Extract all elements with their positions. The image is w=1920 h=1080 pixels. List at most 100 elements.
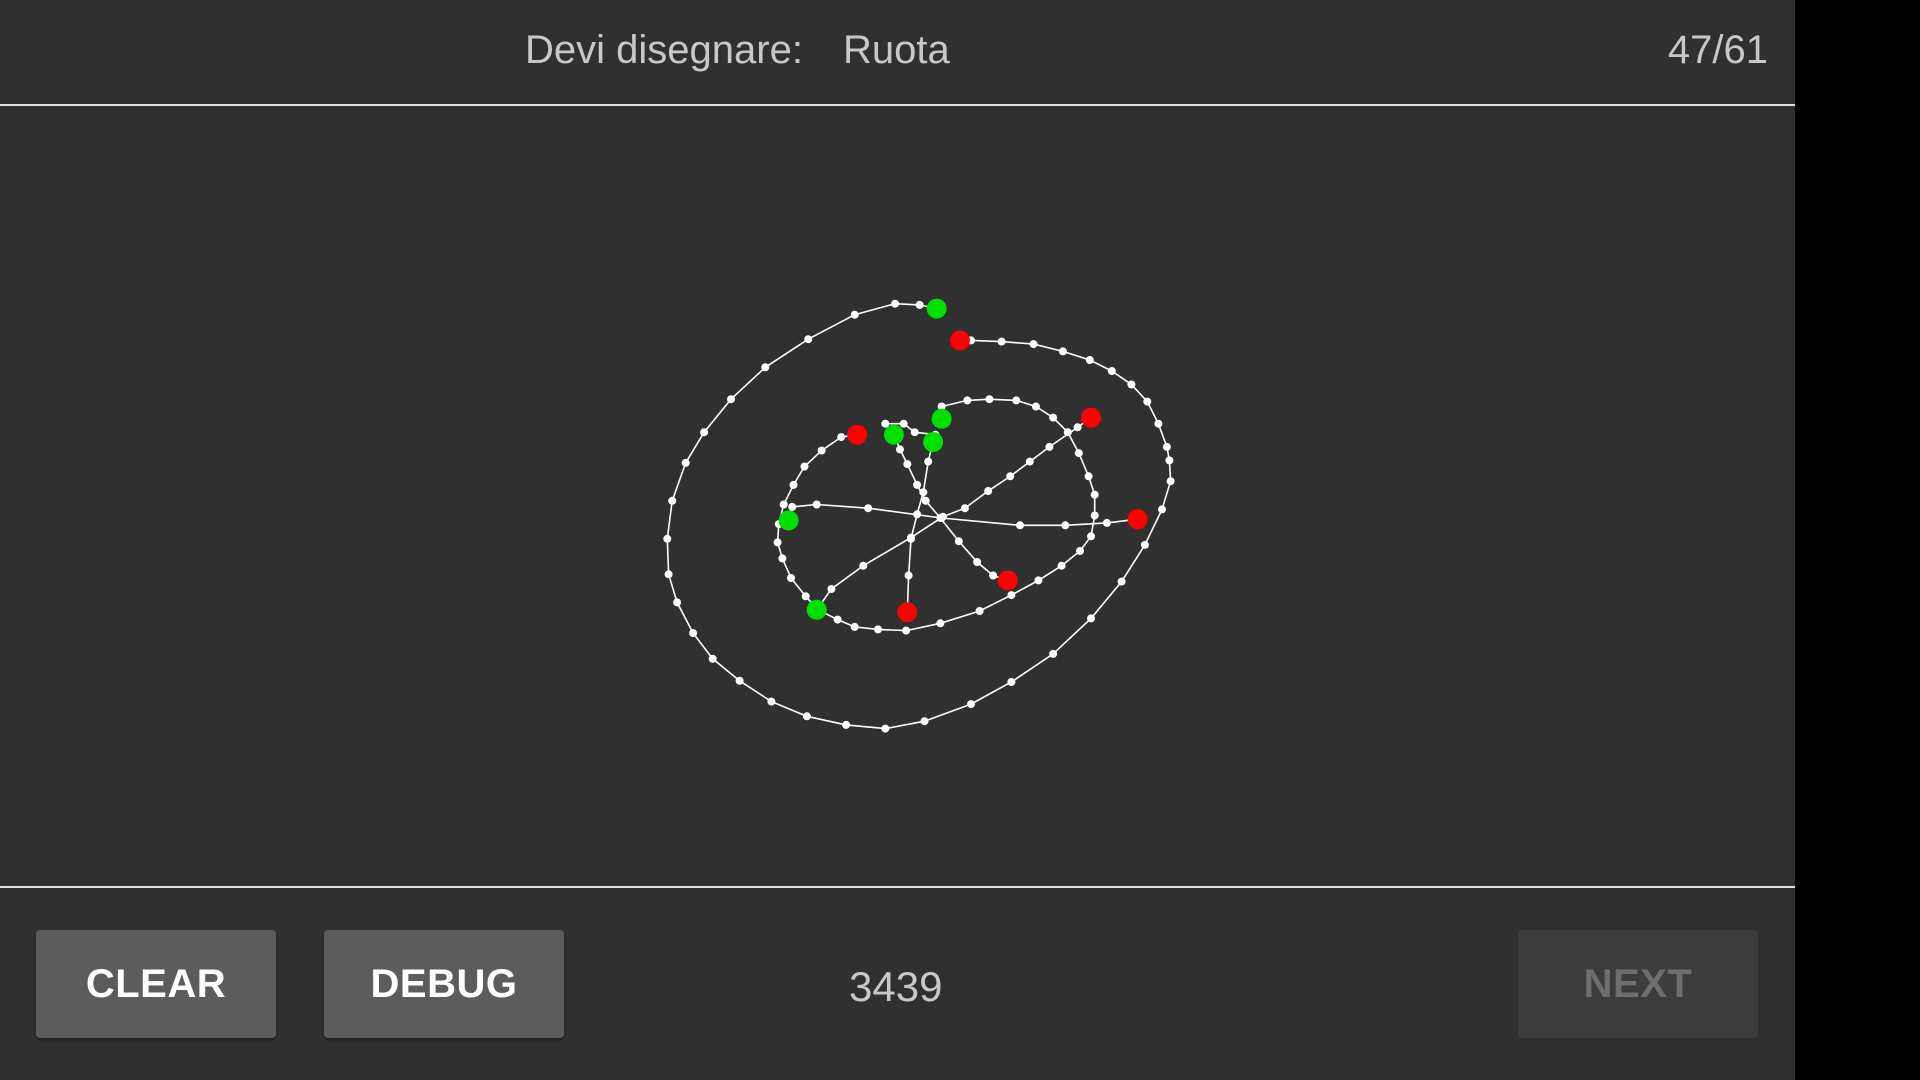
debug-button[interactable]: DEBUG xyxy=(324,930,564,1038)
stroke-point xyxy=(804,335,813,344)
stroke-point xyxy=(668,496,677,505)
stroke-point xyxy=(989,571,998,580)
stroke-point xyxy=(1140,540,1149,549)
prompt-word: Ruota xyxy=(843,28,950,72)
stroke-point xyxy=(761,363,770,372)
stroke-point xyxy=(735,676,744,685)
stroke-point xyxy=(915,300,924,309)
stroke-end-marker xyxy=(950,330,970,351)
stroke-point xyxy=(1007,678,1016,686)
stroke-point xyxy=(1085,356,1094,364)
stroke-point xyxy=(1087,614,1095,623)
stroke-point xyxy=(937,514,946,522)
stroke-point xyxy=(1016,521,1024,530)
stroke-point xyxy=(727,395,735,404)
stroke-point xyxy=(1084,472,1093,481)
stroke-point xyxy=(967,700,975,709)
stroke-point xyxy=(689,629,698,638)
stroke-point xyxy=(985,395,994,404)
stroke-point xyxy=(842,720,851,729)
stroke-point xyxy=(673,598,682,607)
stroke-point xyxy=(779,500,788,509)
drawing-svg xyxy=(663,298,1175,733)
stroke-point xyxy=(1087,532,1095,541)
stroke-point xyxy=(1034,576,1043,585)
stroke-point xyxy=(1057,561,1066,570)
drawing-canvas[interactable] xyxy=(0,106,1795,886)
stroke-point xyxy=(1166,477,1175,486)
stroke-point xyxy=(896,445,904,454)
stroke-point xyxy=(1063,428,1072,437)
stroke-point xyxy=(1154,419,1163,428)
stroke-line xyxy=(883,422,937,613)
progress-counter: 47/61 xyxy=(1667,28,1768,72)
stroke-point xyxy=(984,487,993,495)
stroke-point xyxy=(921,496,930,505)
stroke-point xyxy=(937,402,946,411)
stroke-line xyxy=(893,434,1009,582)
app-window: Devi disegnare: Ruota 47/61 CLEAR DEBUG … xyxy=(0,0,1795,1080)
stroke-point xyxy=(801,592,810,601)
stroke-point xyxy=(1158,505,1166,514)
clear-button[interactable]: CLEAR xyxy=(36,930,276,1038)
stroke-point xyxy=(960,504,969,513)
stroke-point xyxy=(787,574,795,582)
stroke-point xyxy=(1143,397,1152,406)
stroke-point xyxy=(1007,591,1016,600)
stroke-point xyxy=(1117,577,1126,586)
stroke-point xyxy=(1090,511,1099,520)
stroke-point xyxy=(1006,472,1015,481)
stroke-point xyxy=(827,585,836,593)
stroke-start-marker xyxy=(926,298,947,319)
stroke-point xyxy=(903,460,912,469)
next-button[interactable]: NEXT xyxy=(1518,930,1758,1038)
footer-bar: CLEAR DEBUG 3439 NEXT xyxy=(0,888,1795,1080)
stroke-point xyxy=(924,457,933,466)
stroke-point xyxy=(881,419,890,428)
stroke-point xyxy=(859,561,868,570)
stroke-point xyxy=(907,533,915,542)
stroke-point xyxy=(778,554,787,563)
stroke-point xyxy=(1165,456,1174,465)
stroke-end-marker xyxy=(847,424,868,445)
stroke-point xyxy=(700,428,709,437)
stroke-point xyxy=(1031,402,1040,411)
stroke-point xyxy=(963,396,972,405)
stroke-markers xyxy=(778,298,1148,623)
stroke-start-marker xyxy=(923,432,944,452)
stroke-line xyxy=(816,416,1092,611)
header-divider xyxy=(0,104,1795,106)
header-bar: Devi disegnare: Ruota 47/61 xyxy=(0,0,1795,105)
stroke-start-marker xyxy=(778,510,799,531)
stroke-point xyxy=(789,480,798,489)
footer-divider xyxy=(0,886,1795,888)
stroke-point xyxy=(800,462,809,471)
stroke-point xyxy=(681,458,690,467)
stroke-point xyxy=(1107,367,1116,375)
stroke-point xyxy=(936,619,945,628)
stroke-point xyxy=(1090,490,1099,499)
stroke-point xyxy=(1076,547,1084,555)
stroke-point xyxy=(812,500,821,509)
stroke-point xyxy=(902,626,911,635)
stroke-end-marker xyxy=(997,570,1018,591)
stroke-point xyxy=(1102,518,1111,527)
stroke-points xyxy=(663,299,1175,733)
stroke-end-marker xyxy=(1127,509,1148,530)
stroke-point xyxy=(910,428,919,437)
stroke-start-marker xyxy=(883,424,904,445)
stroke-end-marker xyxy=(1081,407,1101,428)
stroke-point xyxy=(1025,457,1034,466)
stroke-point xyxy=(954,537,963,546)
stroke-point xyxy=(874,625,882,634)
stroke-end-marker xyxy=(897,602,918,623)
stroke-point xyxy=(973,558,982,566)
stroke-point xyxy=(1061,521,1070,530)
stroke-start-marker xyxy=(931,408,952,429)
stroke-point xyxy=(837,433,846,442)
stroke-point xyxy=(919,488,928,497)
stroke-point xyxy=(913,510,922,519)
stroke-point xyxy=(1162,442,1171,451)
score-value: 3439 xyxy=(849,963,943,1010)
stroke-point xyxy=(920,717,929,726)
